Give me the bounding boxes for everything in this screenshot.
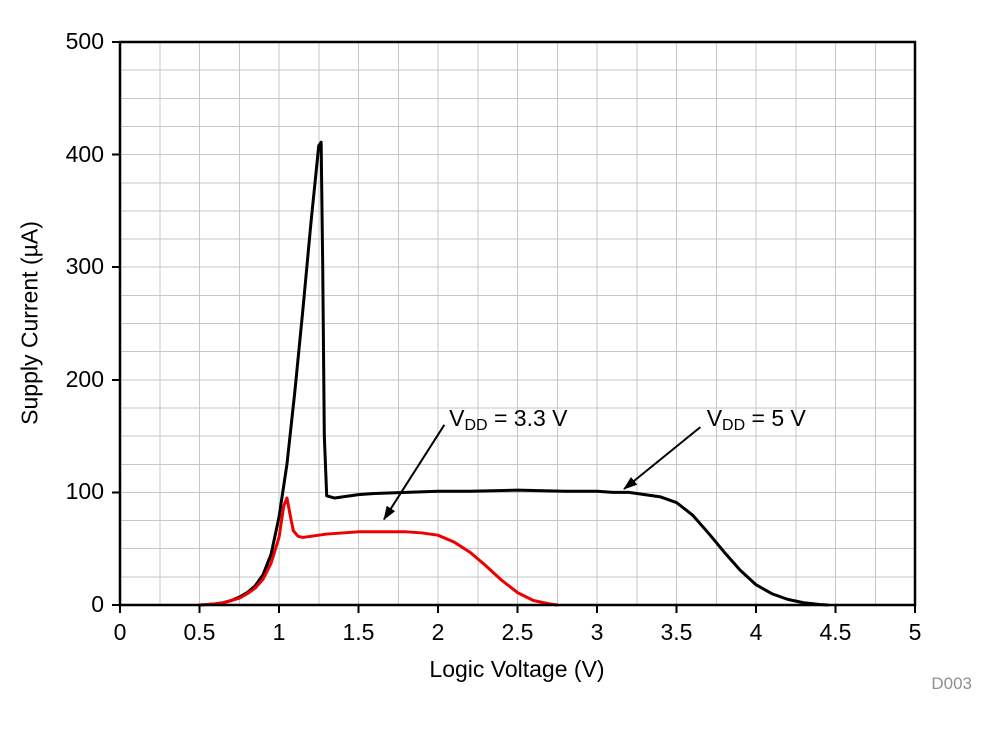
y-tick-label: 0 (91, 591, 104, 617)
annotation-subscript: DD (464, 416, 488, 434)
x-tick-label: 1 (272, 619, 286, 645)
y-tick-label: 400 (65, 140, 104, 167)
x-tick-label: 0 (113, 619, 127, 645)
x-tick-label: 2.5 (501, 619, 534, 645)
annotation-text: = 3.3 V (487, 404, 568, 431)
axis-ticks (112, 41, 916, 613)
x-tick-label: 3 (590, 619, 604, 645)
annotation-arrow (623, 426, 701, 490)
annotation-text: = 5 V (745, 404, 806, 431)
y-axis-title: Supply Current (µA) (16, 221, 43, 425)
curve-vdd-3v3 (198, 496, 559, 607)
annotation-vdd-3v3: VDD = 3.3 V (449, 405, 567, 435)
y-tick-label: 300 (65, 253, 104, 280)
figure-number-label: D003 (931, 674, 972, 693)
y-tick-label: 500 (65, 28, 104, 54)
x-tick-label: 5 (908, 619, 922, 645)
curve-vdd-5v (198, 140, 830, 607)
annotation-subscript: DD (722, 416, 746, 434)
x-tick-label: 4 (749, 619, 763, 645)
y-tick-label: 100 (65, 478, 104, 505)
x-axis-title: Logic Voltage (V) (429, 656, 605, 682)
annotation-arrow (383, 424, 446, 521)
annotation-text: V (706, 404, 723, 431)
x-tick-label: 3.5 (660, 619, 693, 645)
x-tick-label: 4.5 (819, 619, 852, 645)
y-tick-label: 200 (65, 365, 104, 392)
annotation-vdd-5v: VDD = 5 V (707, 405, 806, 435)
x-tick-label: 2 (431, 619, 445, 645)
annotation-text: V (449, 404, 465, 431)
x-tick-label: 1.5 (342, 619, 375, 645)
x-tick-label: 0.5 (183, 619, 216, 645)
grid (120, 42, 915, 605)
